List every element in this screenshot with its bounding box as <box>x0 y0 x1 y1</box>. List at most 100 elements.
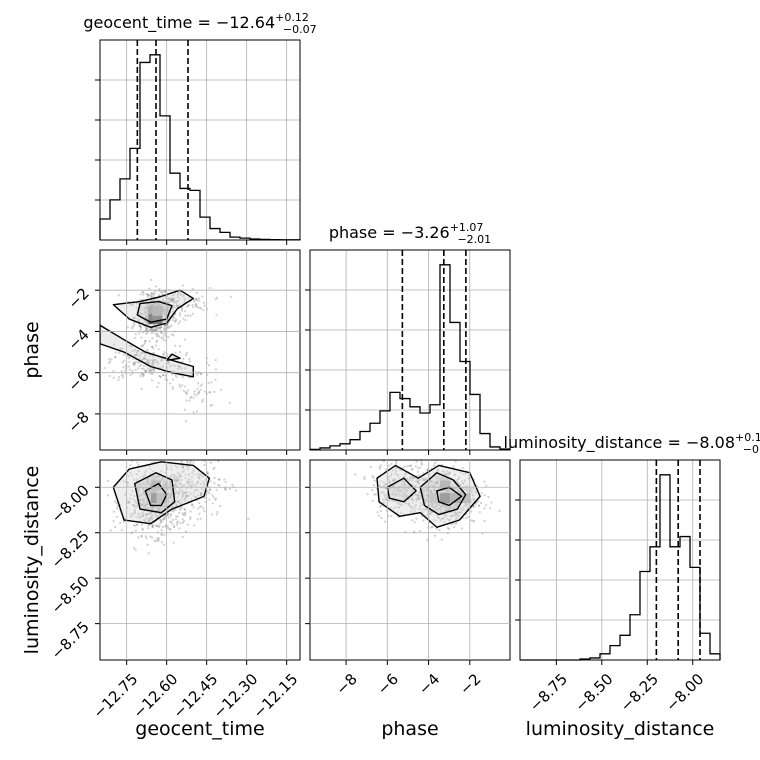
joint-phase-luminosity_distance-sample <box>380 491 383 494</box>
joint-phase-luminosity_distance-sample <box>403 482 406 485</box>
joint-phase-luminosity_distance-sample <box>378 505 382 508</box>
joint-geocent_time-luminosity_distance-sample <box>158 523 161 526</box>
joint-geocent_time-phase-sample <box>156 339 159 342</box>
joint-geocent_time-luminosity_distance-sample <box>199 455 201 457</box>
joint-phase-luminosity_distance-sample <box>473 488 476 491</box>
joint-geocent_time-phase-sample <box>171 296 174 300</box>
joint-geocent_time-luminosity_distance-sample <box>169 493 172 496</box>
joint-geocent_time-phase-sample <box>184 314 187 317</box>
joint-geocent_time-luminosity_distance-sample <box>151 514 154 517</box>
joint-geocent_time-phase-sample <box>183 338 187 341</box>
joint-geocent_time-luminosity_distance-sample <box>140 534 143 537</box>
joint-phase-luminosity_distance-sample <box>447 527 451 531</box>
joint-phase-luminosity_distance-sample <box>414 503 418 506</box>
joint-geocent_time-luminosity_distance-sample <box>168 528 171 531</box>
joint-geocent_time-phase-sample <box>137 367 140 370</box>
joint-phase-luminosity_distance-sample <box>393 490 396 493</box>
joint-phase-luminosity_distance-sample <box>438 506 442 509</box>
joint-phase-luminosity_distance-sample <box>372 476 375 479</box>
joint-geocent_time-luminosity_distance-sample <box>115 515 119 518</box>
joint-geocent_time-phase-sample <box>178 314 182 317</box>
joint-geocent_time-luminosity_distance-sample <box>137 470 140 473</box>
joint-geocent_time-luminosity_distance-sample <box>174 480 178 483</box>
joint-geocent_time-luminosity_distance-sample <box>204 478 207 481</box>
joint-phase-luminosity_distance-sample <box>404 465 407 468</box>
joint-phase-luminosity_distance-sample <box>390 506 393 509</box>
joint-geocent_time-phase-sample <box>188 399 191 402</box>
joint-geocent_time-luminosity_distance-sample <box>133 524 136 527</box>
joint-phase-luminosity_distance-sample <box>430 489 433 493</box>
joint-phase-luminosity_distance-sample <box>428 490 432 494</box>
joint-geocent_time-luminosity_distance-sample <box>131 460 134 463</box>
joint-geocent_time-phase-sample <box>150 295 153 298</box>
joint-geocent_time-phase-sample <box>133 336 136 340</box>
joint-geocent_time-luminosity_distance-sample <box>172 541 175 544</box>
joint-geocent_time-phase-sample <box>197 391 200 394</box>
joint-phase-luminosity_distance-sample <box>434 481 437 485</box>
joint-phase-luminosity_distance-sample <box>474 491 477 494</box>
joint-geocent_time-luminosity_distance-sample <box>143 504 146 508</box>
joint-geocent_time-phase-sample <box>144 320 147 323</box>
joint-geocent_time-luminosity_distance-sample <box>160 528 163 532</box>
joint-phase-luminosity_distance-sample <box>394 493 398 496</box>
joint-geocent_time-luminosity_distance-sample <box>207 490 210 493</box>
joint-geocent_time-luminosity_distance-sample <box>176 479 179 482</box>
joint-geocent_time-phase-sample <box>133 354 136 357</box>
joint-geocent_time-phase-sample <box>150 292 154 296</box>
joint-geocent_time-luminosity_distance-sample <box>148 520 152 523</box>
joint-phase-luminosity_distance-sample <box>446 472 450 475</box>
joint-geocent_time-luminosity_distance-sample <box>141 527 144 530</box>
joint-geocent_time-phase-sample <box>183 408 187 411</box>
joint-geocent_time-phase-sample <box>159 303 162 307</box>
joint-geocent_time-luminosity_distance-sample <box>145 502 148 506</box>
joint-geocent_time-phase-sample <box>176 305 179 308</box>
joint-phase-luminosity_distance-sample <box>403 497 407 500</box>
joint-geocent_time-luminosity_distance-sample <box>137 485 140 488</box>
joint-phase-luminosity_distance-sample <box>382 460 386 463</box>
joint-geocent_time-phase-sample <box>139 306 143 309</box>
joint-geocent_time-luminosity_distance-sample <box>218 478 221 481</box>
joint-phase-luminosity_distance-sample <box>433 483 436 486</box>
joint-geocent_time-phase-sample <box>167 336 170 339</box>
joint-phase-luminosity_distance-sample <box>457 514 460 517</box>
joint-geocent_time-luminosity_distance-sample <box>139 499 142 502</box>
joint-geocent_time-luminosity_distance-sample <box>173 525 176 529</box>
joint-geocent_time-phase-sample <box>162 320 165 324</box>
joint-phase-luminosity_distance-sample <box>447 507 451 511</box>
joint-phase-luminosity_distance-sample <box>444 506 447 509</box>
joint-geocent_time-phase-density-cell <box>152 305 163 316</box>
joint-geocent_time-phase-sample <box>130 303 133 306</box>
joint-geocent_time-phase-sample <box>162 312 165 315</box>
joint-phase-luminosity_distance-sample <box>452 514 455 517</box>
joint-phase-luminosity_distance-sample <box>448 490 452 494</box>
joint-phase-luminosity_distance-sample <box>411 443 413 445</box>
joint-phase-luminosity_distance-sample <box>462 482 465 485</box>
joint-geocent_time-phase-sample <box>176 367 180 370</box>
joint-geocent_time-luminosity_distance-sample <box>193 489 196 492</box>
joint-geocent_time-phase-sample <box>172 301 175 304</box>
joint-geocent_time-phase-sample <box>162 336 165 339</box>
joint-phase-luminosity_distance-sample <box>388 499 391 502</box>
joint-geocent_time-luminosity_distance-sample <box>138 499 142 502</box>
joint-geocent_time-luminosity_distance-sample <box>181 465 185 469</box>
joint-phase-luminosity_distance-sample <box>442 516 445 520</box>
joint-geocent_time-phase-sample <box>162 353 165 356</box>
joint-phase-luminosity_distance-sample <box>465 503 468 506</box>
joint-geocent_time-luminosity_distance-sample <box>134 529 137 532</box>
joint-geocent_time-luminosity_distance-sample <box>208 488 212 491</box>
joint-phase-luminosity_distance-sample <box>396 487 399 490</box>
joint-phase-luminosity_distance-sample <box>417 507 420 511</box>
joint-geocent_time-phase-sample <box>124 369 127 372</box>
joint-phase-luminosity_distance-sample <box>382 498 385 501</box>
joint-geocent_time-phase-sample <box>149 294 152 297</box>
joint-geocent_time-luminosity_distance-sample <box>139 498 142 502</box>
joint-phase-luminosity_distance-sample <box>460 527 464 530</box>
joint-geocent_time-phase-sample <box>121 347 124 350</box>
joint-geocent_time-phase-sample <box>159 329 162 332</box>
joint-phase-luminosity_distance-sample <box>454 460 457 463</box>
joint-geocent_time-phase-sample <box>138 311 142 314</box>
joint-geocent_time-phase-sample <box>148 340 151 343</box>
joint-geocent_time-luminosity_distance-sample <box>152 506 155 509</box>
joint-geocent_time-luminosity_distance-sample <box>175 475 178 478</box>
joint-phase-luminosity_distance-sample <box>483 507 486 510</box>
